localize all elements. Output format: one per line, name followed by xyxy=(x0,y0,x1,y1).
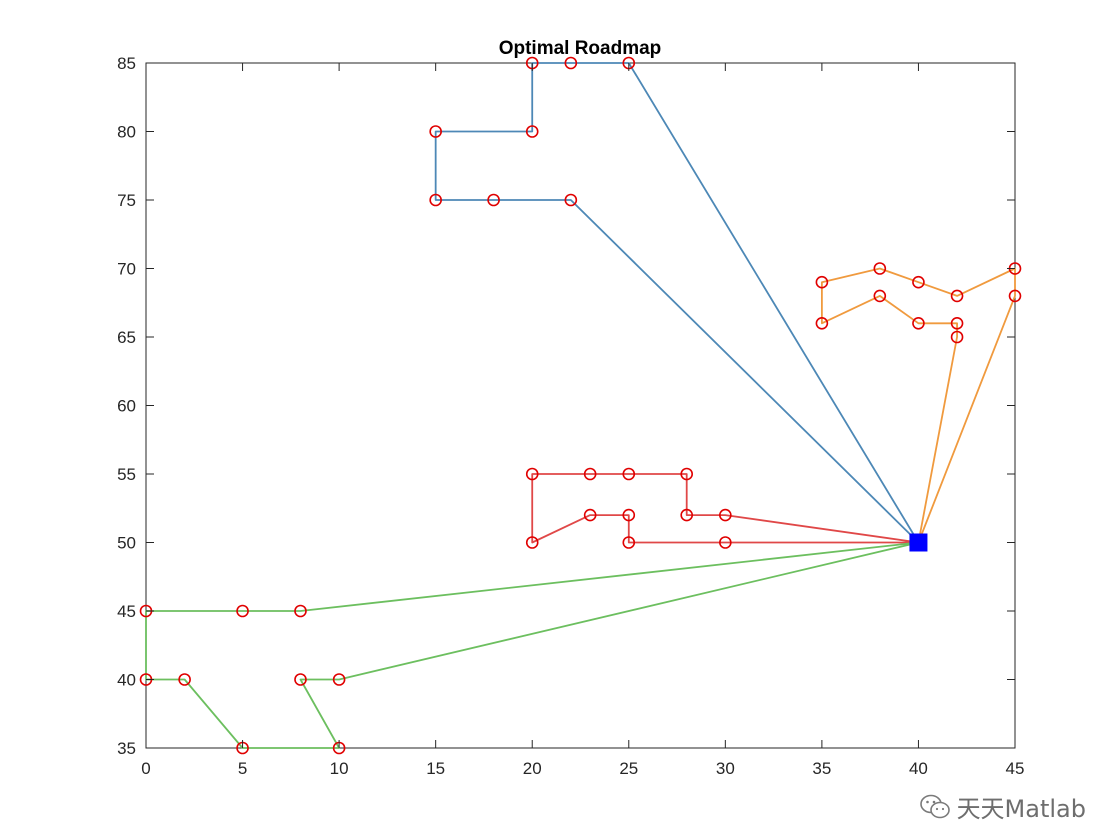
x-tick-label: 0 xyxy=(141,759,150,778)
x-tick-label: 35 xyxy=(812,759,831,778)
node-marker xyxy=(294,604,307,618)
y-tick-label: 75 xyxy=(117,191,136,210)
node-marker xyxy=(236,604,249,618)
wechat-icon xyxy=(919,794,950,818)
y-tick-label: 70 xyxy=(117,260,136,279)
node-marker xyxy=(622,467,636,481)
watermark-text: 天天Matlab xyxy=(956,795,1086,823)
y-tick-label: 85 xyxy=(117,54,136,73)
node-marker xyxy=(680,508,694,522)
plot-area xyxy=(145,62,1016,749)
watermark: 天天Matlab xyxy=(919,789,1086,824)
node-marker xyxy=(583,508,597,522)
node-marker xyxy=(332,673,346,686)
node-marker xyxy=(622,536,636,549)
node-marker xyxy=(1008,289,1022,303)
node-marker xyxy=(680,467,694,481)
x-tick-label: 45 xyxy=(1006,759,1025,778)
node-marker xyxy=(719,508,732,522)
node-marker xyxy=(178,673,191,686)
node-marker xyxy=(815,316,829,330)
node-marker xyxy=(525,125,539,138)
depot-marker xyxy=(909,533,928,552)
x-tick-label: 40 xyxy=(909,759,928,778)
node-marker xyxy=(583,467,597,481)
node-marker xyxy=(912,316,925,330)
tick-layer: 0 5 10 15 20 25 30 35 40 45 35 40 45 50 55 60 65 70 75 80 85 xyxy=(117,54,1024,778)
x-tick-label: 30 xyxy=(716,759,735,778)
route-line-3 xyxy=(531,473,919,544)
x-tick-label: 10 xyxy=(330,759,349,778)
node-marker xyxy=(525,467,539,481)
y-tick-label: 55 xyxy=(117,465,136,484)
y-tick-label: 45 xyxy=(117,602,136,621)
node-marker xyxy=(525,536,539,549)
node-marker xyxy=(564,193,578,207)
node-marker xyxy=(873,262,887,275)
node-marker xyxy=(873,289,887,303)
node-marker xyxy=(564,56,578,70)
node-marker xyxy=(719,536,732,549)
y-tick-label: 50 xyxy=(117,534,136,553)
node-marker xyxy=(429,125,442,138)
node-marker xyxy=(429,193,442,207)
series-layer xyxy=(145,62,1016,749)
node-marker xyxy=(487,193,500,207)
y-tick-label: 60 xyxy=(117,397,136,416)
node-marker xyxy=(815,275,829,289)
x-tick-label: 20 xyxy=(523,759,542,778)
node-marker xyxy=(950,289,964,303)
route-line-1 xyxy=(434,62,920,544)
node-marker xyxy=(950,330,964,344)
y-tick-label: 40 xyxy=(117,671,136,690)
node-marker xyxy=(622,508,636,522)
chart-title: Optimal Roadmap xyxy=(499,38,662,59)
node-marker xyxy=(950,316,964,330)
node-marker xyxy=(912,275,925,289)
node-marker xyxy=(294,673,307,686)
y-tick-label: 35 xyxy=(117,739,136,758)
x-tick-label: 5 xyxy=(238,759,247,778)
x-tick-label: 15 xyxy=(426,759,445,778)
x-tick-label: 25 xyxy=(619,759,638,778)
route-line-4 xyxy=(145,541,919,749)
y-tick-label: 80 xyxy=(117,123,136,142)
marker-layer xyxy=(139,56,1022,755)
y-tick-label: 65 xyxy=(117,328,136,347)
